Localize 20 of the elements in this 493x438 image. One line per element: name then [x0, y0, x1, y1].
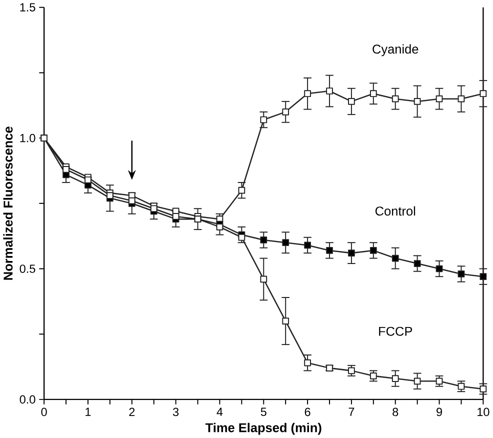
x-tick-label: 6 — [304, 408, 310, 416]
y-tick-label: 1.5 — [20, 3, 36, 12]
x-tick-label: 1 — [86, 408, 91, 416]
y-tick-label: 1.0 — [20, 134, 36, 142]
x-tick-label: 7 — [348, 408, 354, 416]
x-tick-label: 9 — [436, 408, 442, 416]
text: Control — [375, 206, 416, 216]
x-tick-label: 8 — [392, 408, 398, 416]
y-axis-title: Normalized Fluorescence — [3, 126, 13, 280]
x-tick-label: 5 — [260, 408, 266, 416]
x-tick-label: 2 — [129, 408, 135, 416]
y-tick-label: 0.5 — [20, 264, 36, 273]
text: FCCP — [379, 326, 412, 336]
x-axis-title: Time Elapsed (min) — [205, 422, 322, 435]
text: Cyanide — [372, 44, 418, 56]
y-tick-label: 0.0 — [20, 395, 36, 404]
x-tick-label: 0 — [41, 408, 47, 416]
x-tick-label: 10 — [478, 408, 490, 416]
x-tick-label: 4 — [216, 408, 223, 416]
x-tick-label: 3 — [172, 408, 179, 416]
